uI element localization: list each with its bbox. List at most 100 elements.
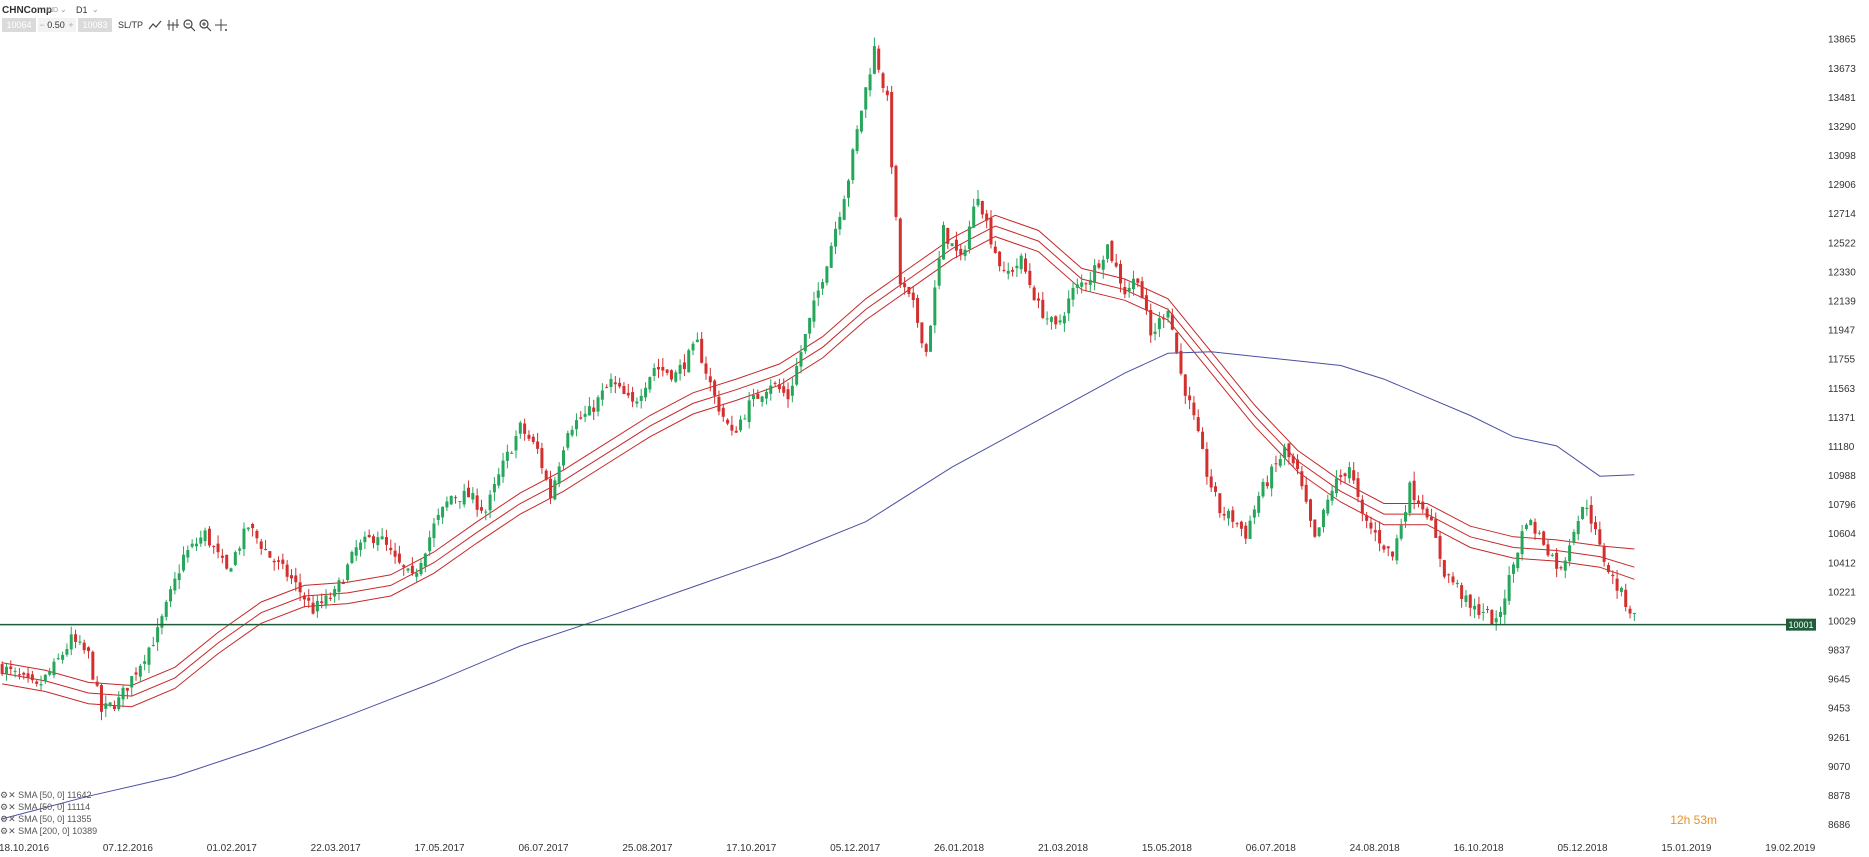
- zoom-out-icon[interactable]: [182, 18, 196, 32]
- candle: [808, 317, 812, 339]
- candle: [1265, 475, 1269, 489]
- price-marker: 10001: [0, 618, 1816, 631]
- candle: [648, 376, 652, 393]
- x-tick-label: 25.08.2017: [622, 843, 672, 854]
- y-tick-label: 12906: [1828, 180, 1856, 191]
- candle: [488, 490, 492, 519]
- candle: [734, 426, 738, 433]
- candle: [656, 358, 660, 379]
- candle: [993, 240, 997, 254]
- candle: [0, 661, 4, 676]
- candle: [1188, 386, 1192, 410]
- settings-icon[interactable]: ⚙✕: [0, 802, 19, 812]
- candle: [1257, 491, 1261, 517]
- chevron-down-icon[interactable]: ⌄: [92, 5, 99, 14]
- x-tick-label: 06.07.2018: [1246, 843, 1296, 854]
- spread-value: 0.50: [46, 18, 66, 32]
- legend-item[interactable]: ⚙✕ SMA [50, 0] 11114: [0, 802, 91, 812]
- candle: [1334, 470, 1338, 498]
- candle: [851, 147, 855, 184]
- legend-item[interactable]: ⚙✕ SMA [50, 0] 11355: [0, 814, 92, 824]
- candle: [859, 110, 863, 134]
- settings-icon[interactable]: ⚙✕: [0, 790, 19, 800]
- candle: [112, 700, 116, 712]
- candle: [56, 653, 60, 660]
- sma-line-1: [2, 225, 1635, 697]
- candle: [1119, 260, 1123, 293]
- candle: [1503, 589, 1507, 624]
- candle: [1412, 471, 1416, 510]
- candle: [173, 572, 177, 595]
- candle: [268, 551, 272, 558]
- legend-item[interactable]: ⚙✕ SMA [200, 0] 10389: [0, 826, 98, 836]
- settings-icon[interactable]: ⚙✕: [0, 826, 19, 836]
- zoom-in-icon[interactable]: [198, 18, 212, 32]
- candle: [760, 395, 764, 407]
- candle: [1304, 476, 1308, 504]
- candle: [739, 415, 743, 433]
- candle: [1123, 279, 1127, 299]
- candle: [220, 548, 224, 564]
- timeframe-selector[interactable]: D1: [76, 5, 88, 15]
- candle: [462, 483, 466, 508]
- candle: [1149, 303, 1153, 343]
- bid-price-button[interactable]: 10064: [2, 18, 36, 32]
- indicators-icon[interactable]: [166, 18, 180, 32]
- candle: [1330, 485, 1334, 506]
- candle: [104, 695, 108, 718]
- candle: [259, 538, 263, 555]
- candle: [816, 282, 820, 307]
- candle: [1632, 612, 1636, 621]
- crosshair-icon[interactable]: [214, 18, 228, 32]
- candle: [1464, 589, 1468, 608]
- legend-item[interactable]: ⚙✕ SMA [50, 0] 11642: [0, 790, 92, 800]
- symbol-name[interactable]: CHNComp: [2, 5, 52, 16]
- candle: [501, 452, 505, 483]
- candle: [1235, 522, 1239, 528]
- y-tick-label: 10796: [1828, 500, 1856, 511]
- candle: [687, 348, 691, 373]
- ask-price-button[interactable]: 10083: [78, 18, 112, 32]
- candle: [449, 495, 453, 506]
- candle: [484, 509, 488, 521]
- candle: [954, 231, 958, 259]
- price-axis[interactable]: 13865 13673 13481 13290 13098 12906 12714 12522…: [1828, 35, 1856, 831]
- candle: [1183, 373, 1187, 404]
- time-axis[interactable]: 18.10.2016 07.12.2016 01.02.2017 22.03.2017…: [0, 843, 1816, 854]
- candle: [229, 567, 233, 572]
- y-tick-label: 8878: [1828, 791, 1851, 802]
- spread-increase-button[interactable]: +: [66, 18, 76, 32]
- candle: [1278, 454, 1282, 468]
- candle: [1261, 478, 1265, 499]
- settings-icon[interactable]: ⚙✕: [0, 814, 19, 824]
- candle: [1015, 258, 1019, 277]
- candle: [1153, 322, 1157, 341]
- candle: [730, 415, 734, 436]
- candle: [1175, 332, 1179, 355]
- candle: [52, 658, 56, 679]
- sl-tp-button[interactable]: SL/TP: [118, 20, 144, 30]
- candle: [1529, 518, 1533, 526]
- y-tick-label: 13865: [1828, 35, 1856, 46]
- candle: [39, 675, 43, 691]
- candle: [203, 527, 207, 547]
- candle: [1067, 290, 1071, 322]
- symbol-type: IND: [46, 7, 59, 14]
- chevron-down-icon[interactable]: ⌄: [60, 5, 67, 14]
- candle: [1434, 512, 1438, 539]
- candle: [1214, 482, 1218, 497]
- candle: [1114, 254, 1118, 268]
- candle: [1455, 579, 1459, 588]
- spread-decrease-button[interactable]: −: [38, 18, 46, 32]
- x-tick-label: 16.10.2018: [1454, 843, 1504, 854]
- candle: [406, 567, 410, 573]
- candle: [1473, 598, 1477, 619]
- x-tick-label: 01.02.2017: [207, 843, 257, 854]
- candle: [510, 451, 514, 455]
- candle: [1049, 316, 1053, 330]
- candle: [384, 529, 388, 551]
- line-chart-icon[interactable]: [148, 18, 162, 32]
- candle: [1339, 469, 1343, 485]
- candle: [1002, 261, 1006, 273]
